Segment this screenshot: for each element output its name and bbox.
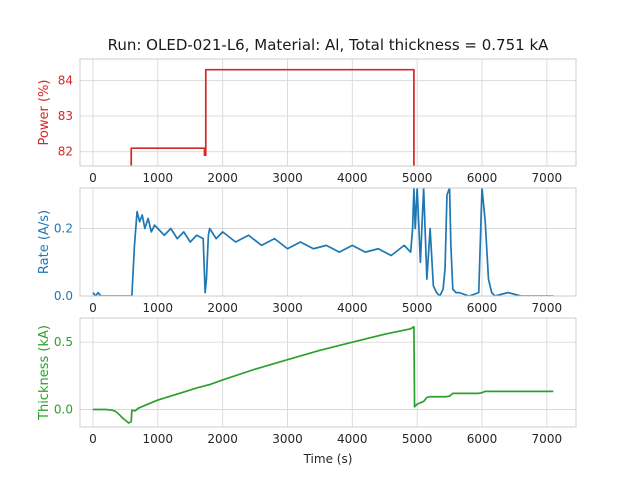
rate-x-tick-label: 7000 [532,301,563,315]
power-x-tick-label: 2000 [207,171,238,185]
rate-x-tick-label: 2000 [207,301,238,315]
thickness-y-tick-label: 0.0 [54,403,73,417]
x-axis-label: Time (s) [303,452,353,466]
rate-y-tick-label: 0.0 [54,289,73,303]
rate-plot-area [80,188,576,296]
power-y-tick-label: 84 [58,73,73,87]
thickness-panel: 0 1000 2000 3000 4000 5000 6000 7000 0.0 0.5Thick… [37,317,577,446]
thickness-y-tick-label: 0.5 [54,335,73,349]
rate-x-tick-label: 1000 [143,301,174,315]
power-series-line [130,68,415,166]
power-x-tick-label: 7000 [532,171,563,185]
power-x-tick-label: 3000 [272,171,303,185]
power-plot-area [80,59,576,166]
rate-x-tick-label: 6000 [467,301,498,315]
thickness-x-tick-label: 5000 [402,432,433,446]
chart-title: Run: OLED-021-L6, Material: Al, Total th… [108,36,550,54]
power-y-tick-label: 82 [58,145,73,159]
thickness-x-tick-label: 6000 [467,432,498,446]
thickness-x-tick-label: 0 [89,432,97,446]
thickness-plot-area [80,318,576,427]
power-y-tick-label: 83 [58,109,73,123]
power-y-axis-label: Power (%) [37,80,52,146]
rate-x-tick-label: 5000 [402,301,433,315]
rate-y-tick-label: 0.2 [54,222,73,236]
power-x-tick-label: 1000 [143,171,174,185]
rate-axes-frame [79,187,577,297]
rate-x-tick-label: 0 [89,301,97,315]
thickness-series-line [92,325,554,424]
rate-series-line [92,188,554,296]
power-x-tick-label: 6000 [467,171,498,185]
subplots: 0 1000 2000 3000 4000 5000 6000 7000 82 83 84 Power… [37,58,577,446]
power-panel: 0 1000 2000 3000 4000 5000 6000 7000 82 83 84 Power… [37,58,577,185]
rate-x-tick-label: 4000 [337,301,368,315]
thickness-x-tick-label: 7000 [532,432,563,446]
thickness-x-tick-label: 2000 [207,432,238,446]
thickness-x-tick-label: 3000 [272,432,303,446]
thickness-y-axis-label: Thickness (kA) [37,325,52,421]
rate-x-tick-label: 3000 [272,301,303,315]
rate-y-axis-label: Rate (A/s) [37,210,52,274]
rate-panel: 0 1000 2000 3000 4000 5000 6000 7000 0.0 0.2Rate … [37,187,577,315]
thickness-x-tick-label: 4000 [337,432,368,446]
thickness-axes-frame [79,317,577,428]
power-x-tick-label: 0 [89,171,97,185]
power-x-tick-label: 5000 [402,171,433,185]
power-x-tick-label: 4000 [337,171,368,185]
thickness-x-tick-label: 1000 [143,432,174,446]
power-axes-frame [79,58,577,167]
